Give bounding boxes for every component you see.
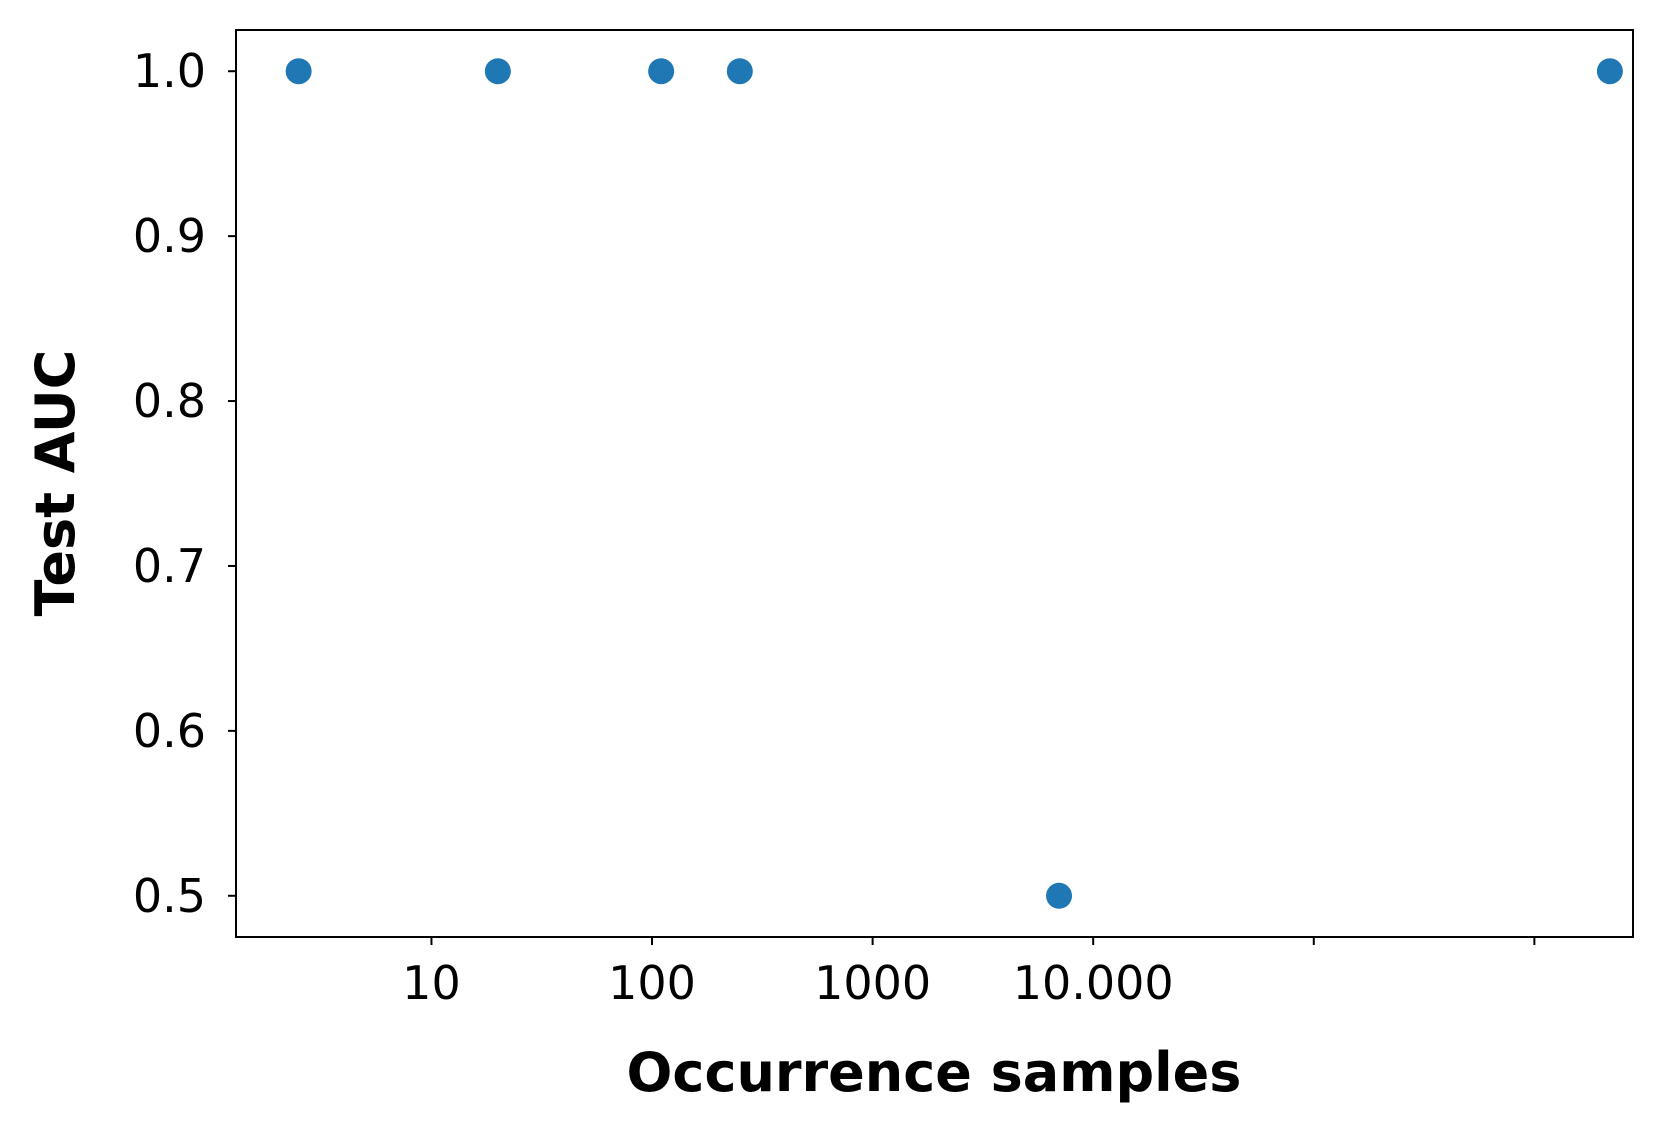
data-points [285,58,1623,909]
plot-background [236,30,1633,937]
data-point [1596,58,1623,85]
data-point [726,58,753,85]
x-tick-label: 1000 [814,956,931,1010]
y-tick-label: 0.7 [133,539,206,593]
y-tick-label: 0.9 [133,209,206,263]
y-tick-label: 0.8 [133,374,206,428]
y-axis-ticks: 0.5 0.6 0.7 0.8 0.9 1.0 [133,44,236,923]
x-tick-label: 10.000 [1013,956,1174,1010]
data-point [484,58,511,85]
x-tick-label: 10 [402,956,461,1010]
x-axis-label: Occurrence samples [627,1041,1242,1104]
x-axis-ticks: 10 100 1000 10.000 [402,937,1536,1010]
y-tick-label: 1.0 [133,44,206,98]
y-tick-label: 0.6 [133,704,206,758]
x-tick-label: 100 [608,956,696,1010]
data-point [285,58,312,85]
y-tick-label: 0.5 [133,869,206,923]
data-point [648,58,675,85]
plot-frame [235,29,1634,938]
y-axis-label: Test AUC [24,350,87,617]
data-point [1046,882,1073,909]
